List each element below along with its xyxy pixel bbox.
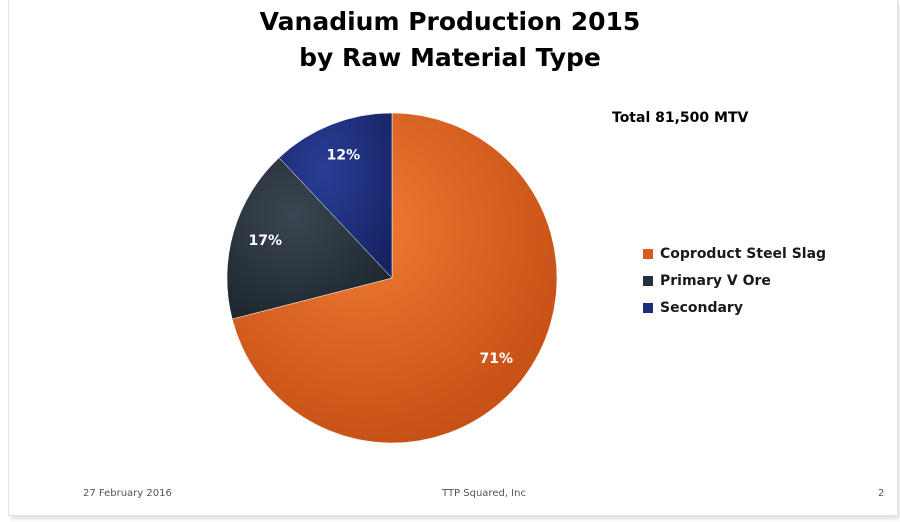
- footer-company: TTP Squared, Inc: [442, 488, 526, 499]
- total-label: Total 81,500 MTV: [612, 110, 749, 126]
- legend-item-secondary: Secondary: [643, 294, 826, 321]
- slice-label-secondary: 12%: [327, 147, 361, 163]
- chart-title: Vanadium Production 2015 by Raw Material…: [0, 4, 900, 76]
- legend-swatch-coproduct-steel-slag: [643, 248, 653, 259]
- pie-slice-primary-v-ore: [226, 157, 393, 320]
- legend-item-primary-v-ore: Primary V Ore: [643, 267, 826, 294]
- pie-slice-coproduct-steel-slag: [231, 112, 558, 444]
- slice-label-coproduct-steel-slag: 71%: [480, 351, 514, 367]
- chart-legend: Coproduct Steel Slag Primary V Ore Secon…: [643, 240, 826, 321]
- footer-date: 27 February 2016: [83, 488, 172, 499]
- legend-swatch-primary-v-ore: [643, 275, 653, 286]
- legend-label-coproduct-steel-slag: Coproduct Steel Slag: [660, 245, 827, 262]
- chart-title-line2: by Raw Material Type: [299, 43, 601, 72]
- chart-title-line1: Vanadium Production 2015: [259, 7, 641, 36]
- legend-item-coproduct-steel-slag: Coproduct Steel Slag: [643, 240, 826, 267]
- pie-slice-secondary: [278, 112, 393, 279]
- footer-page-number: 2: [878, 488, 885, 499]
- legend-label-secondary: Secondary: [660, 299, 743, 316]
- legend-label-primary-v-ore: Primary V Ore: [660, 272, 771, 289]
- legend-swatch-secondary: [643, 302, 653, 313]
- slice-label-primary-v-ore: 17%: [248, 233, 282, 249]
